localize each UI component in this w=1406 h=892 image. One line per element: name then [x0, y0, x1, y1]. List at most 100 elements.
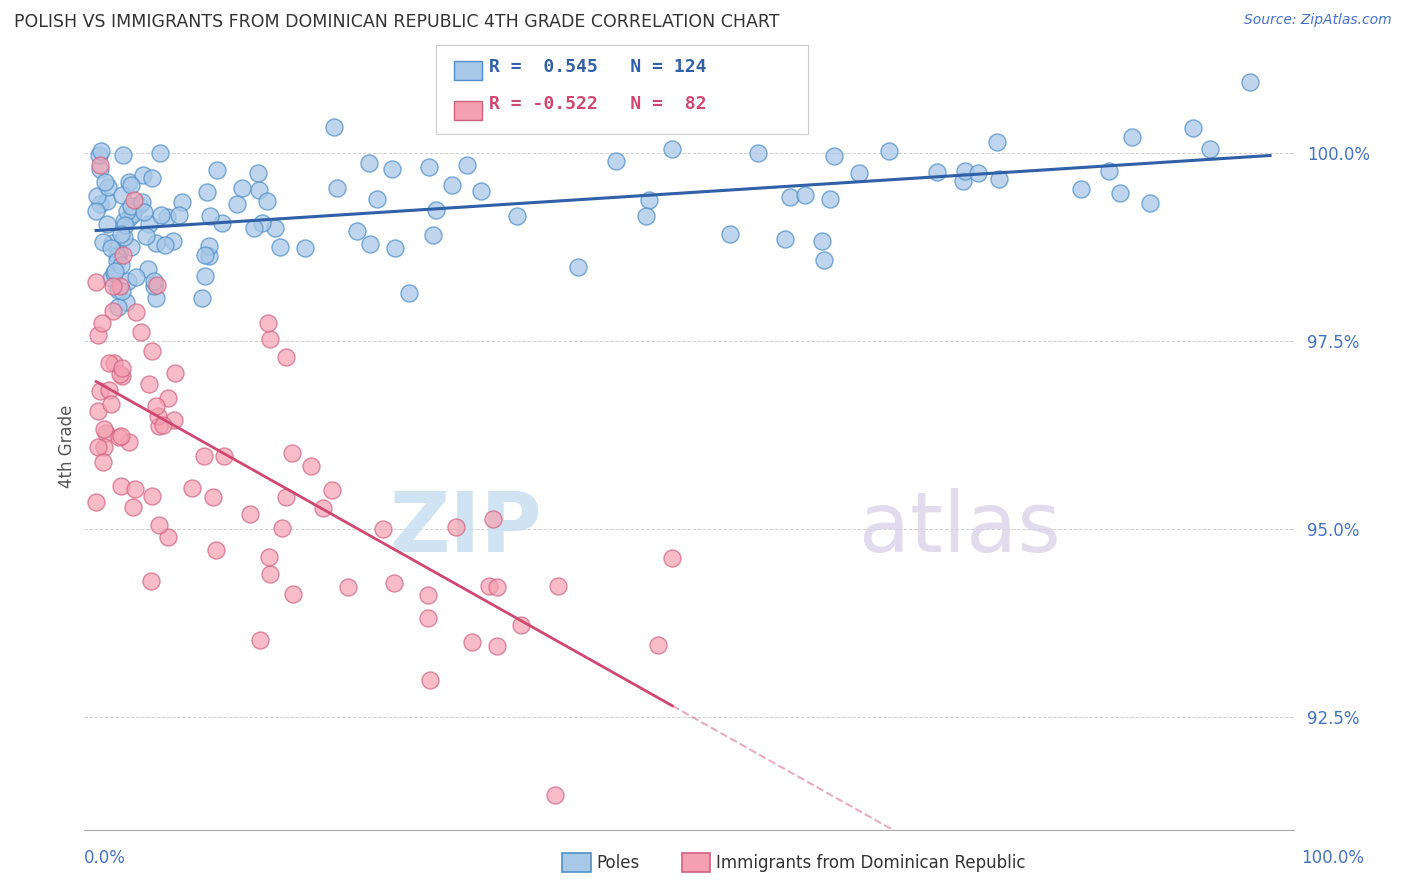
Point: [357, 156, 380, 170]
Point: [115, 203, 138, 218]
Point: [205, 543, 228, 558]
Point: [128, 198, 150, 212]
Point: [103, 356, 125, 370]
Point: [1121, 130, 1143, 145]
Point: [110, 227, 132, 242]
Point: [143, 279, 166, 293]
Point: [813, 253, 835, 268]
Point: [150, 208, 173, 222]
Point: [336, 580, 359, 594]
Point: [94, 175, 117, 189]
Point: [117, 274, 139, 288]
Point: [346, 224, 368, 238]
Point: [107, 300, 129, 314]
Point: [86, 441, 108, 455]
Point: [114, 219, 136, 233]
Point: [181, 481, 204, 495]
Point: [311, 500, 333, 515]
Point: [100, 241, 122, 255]
Point: [167, 208, 190, 222]
Point: [257, 549, 280, 564]
Point: [259, 332, 281, 346]
Text: R =  0.545   N = 124: R = 0.545 N = 124: [489, 58, 707, 76]
Point: [1070, 182, 1092, 196]
Point: [125, 269, 148, 284]
Point: [143, 274, 166, 288]
Point: [170, 194, 193, 209]
Point: [105, 253, 128, 268]
Point: [93, 441, 115, 455]
Point: [544, 788, 567, 802]
Point: [506, 209, 529, 223]
Point: [661, 142, 683, 156]
Point: [145, 235, 167, 250]
Point: [96, 217, 118, 231]
Point: [156, 210, 179, 224]
Point: [87, 404, 110, 418]
Point: [200, 209, 222, 223]
Point: [148, 518, 170, 533]
Point: [485, 580, 508, 594]
Point: [110, 479, 132, 493]
Point: [416, 611, 439, 625]
Point: [89, 197, 111, 211]
Point: [1097, 164, 1119, 178]
Point: [91, 235, 114, 250]
Point: [567, 260, 589, 274]
Text: Source: ZipAtlas.com: Source: ZipAtlas.com: [1244, 13, 1392, 28]
Point: [211, 216, 233, 230]
Point: [460, 635, 482, 649]
Point: [194, 268, 217, 283]
Point: [779, 189, 801, 203]
Point: [274, 490, 297, 504]
Point: [638, 193, 661, 207]
Point: [122, 207, 145, 221]
Point: [112, 148, 135, 162]
Point: [256, 194, 278, 208]
Point: [98, 356, 121, 370]
Point: [148, 145, 170, 160]
Point: [322, 120, 344, 135]
Point: [1182, 120, 1205, 135]
Point: [138, 376, 160, 391]
Point: [89, 384, 111, 399]
Point: [118, 175, 141, 189]
Point: [456, 158, 478, 172]
Point: [120, 240, 142, 254]
Point: [89, 158, 111, 172]
Point: [152, 417, 174, 432]
Point: [1239, 75, 1261, 89]
Point: [134, 205, 156, 219]
Point: [201, 490, 224, 504]
Point: [84, 203, 107, 218]
Point: [89, 148, 111, 162]
Point: [138, 217, 160, 231]
Point: [718, 227, 741, 242]
Point: [84, 275, 107, 289]
Point: [101, 279, 124, 293]
Point: [157, 392, 180, 406]
Point: [225, 197, 247, 211]
Point: [294, 241, 316, 255]
Point: [101, 235, 124, 250]
Point: [247, 183, 270, 197]
Point: [86, 495, 108, 509]
Point: [988, 172, 1011, 186]
Point: [120, 178, 142, 193]
Point: [111, 284, 134, 298]
Point: [986, 135, 1008, 149]
Point: [247, 166, 270, 180]
Point: [120, 199, 142, 213]
Point: [239, 507, 262, 521]
Point: [108, 279, 131, 293]
Point: [118, 434, 141, 449]
Point: [634, 210, 657, 224]
Point: [952, 174, 974, 188]
Point: [112, 213, 135, 227]
Point: [482, 512, 505, 526]
Point: [97, 180, 120, 194]
Point: [486, 639, 509, 653]
Point: [107, 249, 129, 263]
Point: [195, 185, 218, 199]
Point: [131, 194, 153, 209]
